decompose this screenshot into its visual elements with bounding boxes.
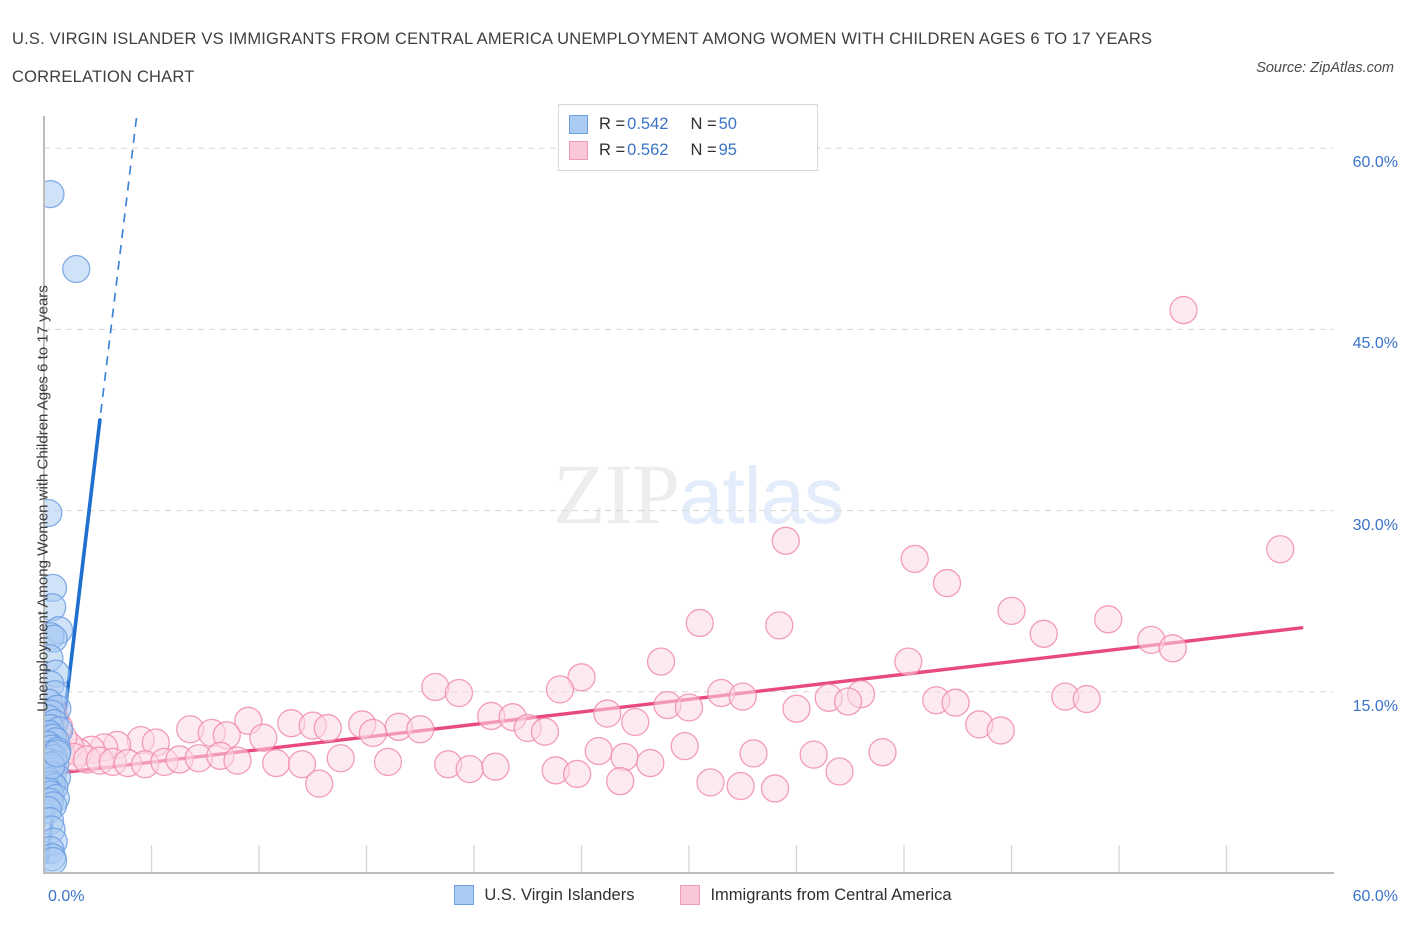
y-tick-label-15: 15.0%	[1352, 697, 1398, 715]
y-tick-label-60: 60.0%	[1352, 154, 1398, 172]
r-label-blue: R =	[599, 114, 626, 133]
series-legend: U.S. Virgin Islanders Immigrants from Ce…	[0, 885, 1406, 905]
stats-row-pink: R = 0.562 N = 95	[569, 137, 807, 163]
n-label-blue: N =	[690, 114, 717, 133]
y-axis-line	[43, 116, 45, 873]
n-label-pink: N =	[690, 140, 717, 159]
x-axis-line	[43, 872, 1334, 874]
x-axis-ticks	[150, 845, 1228, 873]
source-label: Source: ZipAtlas.com	[1256, 60, 1394, 76]
legend-label-immigrants-from-central-america: Immigrants from Central America	[710, 885, 952, 904]
r-value-pink: 0.562	[627, 140, 669, 159]
chart-header: U.S. VIRGIN ISLANDER VS IMMIGRANTS FROM …	[0, 0, 1406, 100]
y-axis-title: Unemployment Among Women with Children A…	[34, 285, 52, 712]
page-title: U.S. VIRGIN ISLANDER VS IMMIGRANTS FROM …	[12, 30, 1153, 86]
r-label-pink: R =	[599, 140, 626, 159]
x-tick-label-max: 60.0%	[1352, 888, 1398, 905]
legend-swatch-immigrants-from-central-america-icon	[680, 885, 701, 905]
legend-swatch-pink-icon	[569, 140, 588, 160]
x-tick-label-min: 0.0%	[48, 888, 85, 905]
y-tick-label-30: 30.0%	[1352, 516, 1398, 534]
correlation-stats-legend: R = 0.542 N = 50 R = 0.562 N = 95	[558, 104, 818, 171]
gridlines	[44, 147, 1334, 693]
legend-item-us-virgin-islanders[interactable]: U.S. Virgin Islanders	[454, 885, 634, 905]
n-value-pink: 95	[718, 140, 737, 159]
legend-item-immigrants-from-central-america[interactable]: Immigrants from Central America	[680, 885, 952, 905]
plot-svg	[44, 118, 1334, 873]
scatter-plot-area	[44, 118, 1334, 873]
stats-row-blue: R = 0.542 N = 50	[569, 111, 807, 137]
series-points-immigrants-from-central-america	[44, 295, 1295, 803]
series-points-us-virgin-islanders	[44, 179, 91, 873]
legend-swatch-blue-icon	[569, 114, 588, 134]
legend-swatch-us-virgin-islanders-icon	[454, 885, 475, 905]
legend-label-us-virgin-islanders: U.S. Virgin Islanders	[484, 885, 635, 904]
n-value-blue: 50	[718, 114, 737, 133]
r-value-blue: 0.542	[627, 114, 669, 133]
y-tick-label-45: 45.0%	[1352, 335, 1398, 353]
